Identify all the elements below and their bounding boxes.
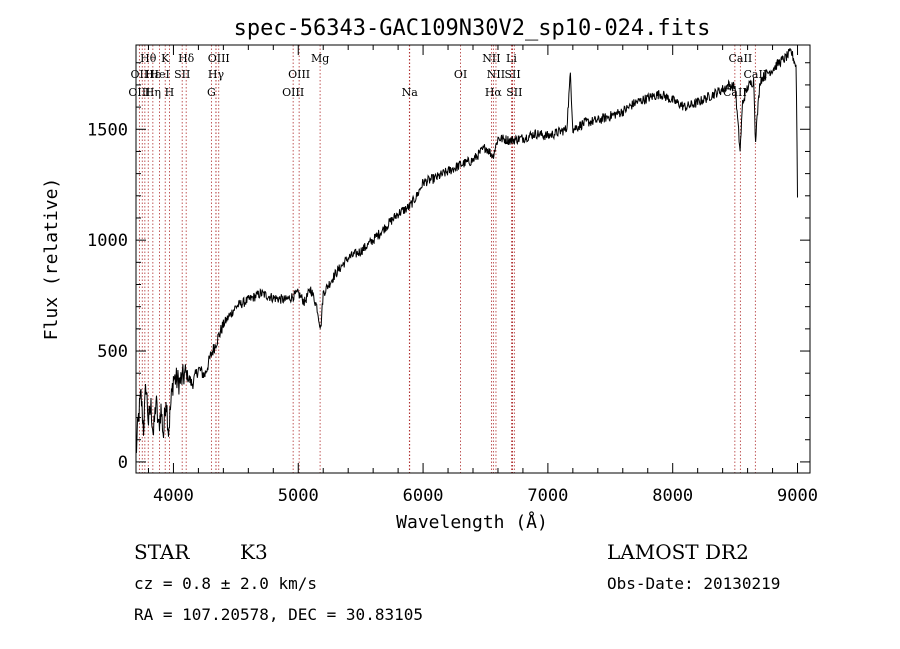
line-label-1: OII [131, 68, 149, 81]
line-label-6: HeI [149, 68, 169, 81]
redshift-value: cz = 0.8 ± 2.0 km/s [134, 574, 317, 593]
line-label-21: SII [504, 68, 520, 81]
x-axis-label: Wavelength (Å) [396, 511, 548, 533]
line-label-18: NII [482, 52, 500, 65]
y-tick-label-1: 500 [97, 342, 128, 362]
line-label-24: CaII [729, 52, 753, 65]
y-tick-label-0: 0 [118, 453, 128, 473]
line-label-25: CaII [743, 68, 767, 81]
line-label-7: H [165, 86, 175, 99]
line-label-20: NII [487, 68, 505, 81]
object-subclass: K3 [240, 540, 268, 564]
x-tick-label-4: 8000 [652, 486, 693, 506]
line-label-2: OIII [128, 86, 150, 99]
line-label-15: Mg [311, 52, 329, 65]
x-axis-ticks: 4000 5000 6000 7000 8000 9000 [147, 45, 818, 506]
line-label-22: Hα [485, 86, 503, 99]
spectral-line-labels: HθOIIOIIIHεHηKHeIHHδSIIOIIIHγGOIIIOIIIMg… [128, 52, 767, 99]
line-label-8: Hδ [178, 52, 195, 65]
line-label-14: OIII [282, 86, 304, 99]
line-label-19: Li [506, 52, 517, 65]
line-label-10: OIII [208, 52, 230, 65]
line-label-5: K [161, 52, 170, 65]
line-label-13: OIII [288, 68, 310, 81]
line-label-17: OI [454, 68, 467, 81]
plot-frame [135, 44, 811, 474]
line-label-4: Hη [145, 86, 161, 99]
y-axis-label: Flux (relative) [41, 178, 62, 341]
line-label-0: Hθ [140, 52, 157, 65]
object-class: STAR [134, 540, 190, 564]
survey-name: LAMOST DR2 [607, 540, 749, 564]
y-tick-label-2: 1000 [87, 231, 128, 251]
x-tick-label-3: 7000 [527, 486, 568, 506]
line-label-26: CaII [723, 86, 747, 99]
x-tick-label-2: 6000 [403, 486, 444, 506]
chart-title: spec-56343-GAC109N30V2_sp10-024.fits [234, 16, 711, 41]
y-tick-label-3: 1500 [87, 120, 128, 140]
spectrum-line [135, 48, 798, 454]
x-tick-label-5: 9000 [777, 486, 818, 506]
coordinates: RA = 107.20578, DEC = 30.83105 [134, 605, 423, 624]
x-tick-label-1: 5000 [278, 486, 319, 506]
spectral-line-markers [138, 45, 756, 473]
line-label-23: SII [506, 86, 522, 99]
line-label-11: Hγ [208, 68, 225, 81]
line-label-9: SII [174, 68, 190, 81]
line-label-16: Na [402, 86, 419, 99]
line-label-12: G [207, 86, 216, 99]
observation-date: Obs-Date: 20130219 [607, 574, 780, 593]
x-tick-label-0: 4000 [153, 486, 194, 506]
y-axis-ticks: 0 500 1000 1500 [87, 62, 810, 473]
line-label-3: Hε [145, 68, 161, 81]
